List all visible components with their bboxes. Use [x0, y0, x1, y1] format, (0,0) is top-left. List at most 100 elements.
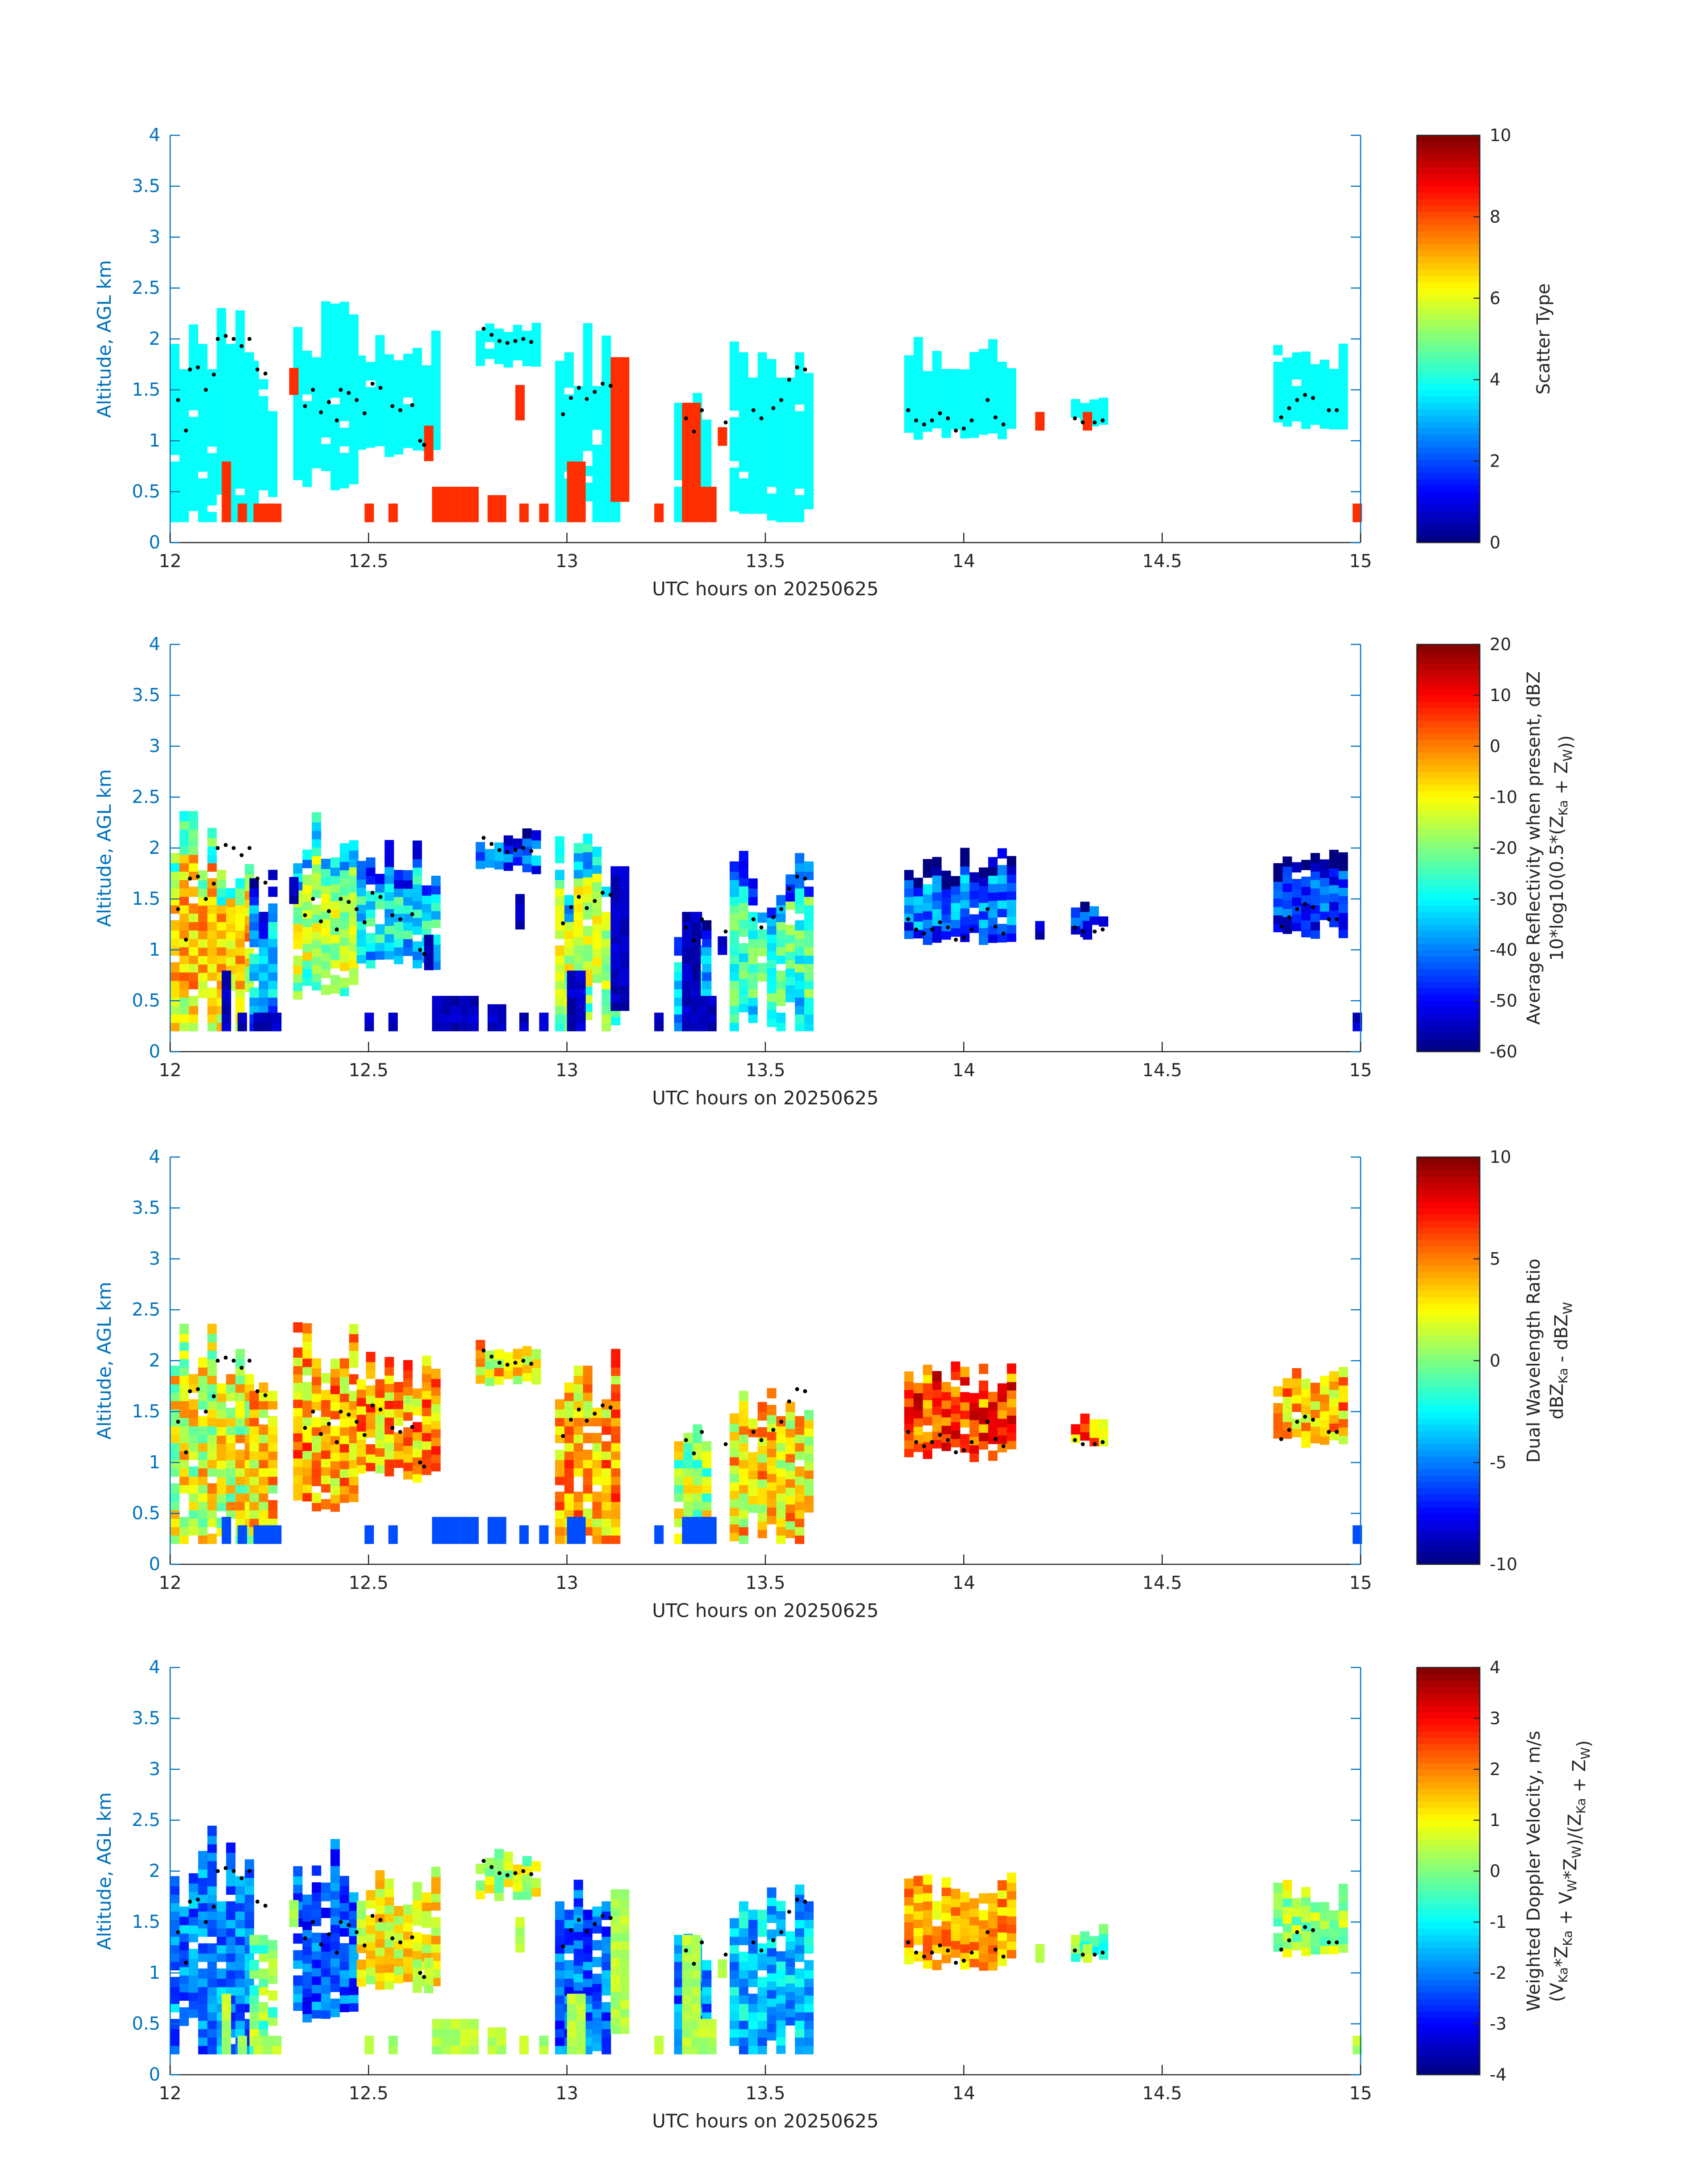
colorbar-tick-label: 0: [1490, 736, 1500, 756]
heatmap-cell: [573, 444, 583, 455]
marker-point: [787, 886, 791, 891]
heatmap-cell: [384, 1441, 394, 1451]
heatmap-cell: [235, 1500, 245, 1511]
heatmap-cell: [573, 1366, 583, 1376]
heatmap-cell: [394, 1906, 404, 1916]
marker-point: [593, 1412, 597, 1416]
colorbar-step: [1417, 1183, 1480, 1190]
heatmap-cell: [601, 352, 611, 363]
heatmap-cell: [422, 1406, 431, 1417]
heatmap-cell: [730, 442, 739, 453]
heatmap-cell: [682, 478, 692, 489]
heatmap-cell: [804, 1410, 814, 1421]
heatmap-cell: [330, 1998, 340, 2009]
y-tick-label: 3.5: [132, 1198, 160, 1218]
heatmap-cell: [979, 1363, 989, 1374]
heatmap-cell: [583, 951, 593, 961]
marker-point: [184, 1450, 188, 1454]
heatmap-cell: [988, 423, 998, 434]
heatmap-cell: [268, 2007, 278, 2018]
heatmap-cell: [403, 370, 413, 381]
heatmap-cell: [339, 1383, 349, 1394]
heatmap-cell: [592, 939, 602, 949]
heatmap-cell: [179, 1357, 189, 1368]
heatmap-cell: [431, 951, 441, 962]
heatmap-cell: [702, 970, 712, 981]
heatmap-cell: [564, 911, 574, 922]
heatmap-cell: [503, 835, 513, 846]
heatmap-cell: [610, 449, 620, 460]
heatmap-cell: [226, 428, 236, 439]
heatmap-cell: [321, 901, 331, 911]
heatmap-cell: [702, 962, 712, 973]
marker-point: [986, 907, 990, 911]
heatmap-cell: [170, 470, 180, 481]
heatmap-cell: [1311, 406, 1320, 417]
colorbar-step: [1417, 1361, 1480, 1368]
heatmap-cell: [997, 865, 1007, 876]
colorbar-step: [1417, 924, 1480, 932]
heatmap-cell: [555, 369, 564, 380]
heatmap-cell: [932, 1387, 942, 1398]
heatmap-cell: [431, 397, 441, 408]
heatmap-cell: [785, 1452, 795, 1463]
heatmap-cell: [422, 1423, 431, 1433]
heatmap-cell: [394, 377, 404, 388]
heatmap-cell: [674, 962, 684, 973]
heatmap-cell: [592, 1475, 602, 1485]
heatmap-cell: [776, 512, 786, 522]
heatmap-cell: [469, 2019, 479, 2029]
marker-point: [930, 418, 934, 422]
heatmap-cell: [739, 360, 748, 371]
heatmap-cell: [366, 395, 376, 406]
heatmap-cell: [235, 1004, 245, 1015]
heatmap-cell: [226, 1475, 236, 1485]
colorbar-step: [1417, 1208, 1480, 1215]
heatmap-cell: [576, 1021, 586, 1032]
heatmap-cell: [1292, 1898, 1302, 1909]
heatmap-cell: [795, 394, 805, 405]
heatmap-cell: [932, 401, 942, 412]
marker-point: [410, 403, 414, 407]
heatmap-cell: [804, 1468, 814, 1479]
heatmap-cell: [451, 512, 460, 522]
heatmap-cell: [321, 875, 331, 886]
heatmap-cell: [268, 1940, 278, 1951]
heatmap-cell: [441, 1021, 451, 1032]
heatmap-cell: [979, 909, 989, 920]
heatmap-cell: [513, 1349, 522, 1359]
heatmap-cell: [403, 1904, 413, 1915]
colorbar-step: [1417, 492, 1480, 499]
heatmap-cell: [564, 402, 574, 413]
heatmap-cell: [349, 381, 359, 392]
heatmap-cell: [179, 487, 189, 497]
heatmap-cell: [601, 436, 611, 447]
heatmap-cell: [170, 1466, 180, 1477]
heatmap-cell: [339, 961, 349, 971]
colorbar-step: [1417, 409, 1480, 416]
heatmap-cell: [757, 929, 767, 940]
heatmap-cell: [221, 1993, 231, 2004]
heatmap-cell: [413, 347, 422, 358]
marker-point: [601, 1403, 605, 1408]
heatmap-cell: [330, 480, 340, 490]
marker-point: [1093, 420, 1097, 425]
heatmap-cell: [503, 357, 513, 368]
heatmap-cell: [804, 381, 814, 392]
marker-point: [1287, 1428, 1291, 1432]
heatmap-cell: [207, 1382, 217, 1393]
heatmap-cell: [198, 478, 208, 489]
heatmap-cell: [356, 928, 366, 939]
heatmap-cell: [932, 907, 942, 918]
heatmap-cell: [188, 492, 198, 503]
heatmap-cell: [394, 886, 404, 897]
heatmap-cell: [515, 410, 525, 421]
heatmap-cell: [1071, 1424, 1081, 1435]
heatmap-cell: [730, 987, 739, 998]
heatmap-cell: [767, 924, 777, 935]
heatmap-cell: [739, 495, 748, 506]
heatmap-cell: [739, 1424, 748, 1435]
heatmap-cell: [592, 487, 602, 497]
heatmap-cell: [217, 1417, 226, 1427]
heatmap-cell: [923, 1398, 932, 1409]
